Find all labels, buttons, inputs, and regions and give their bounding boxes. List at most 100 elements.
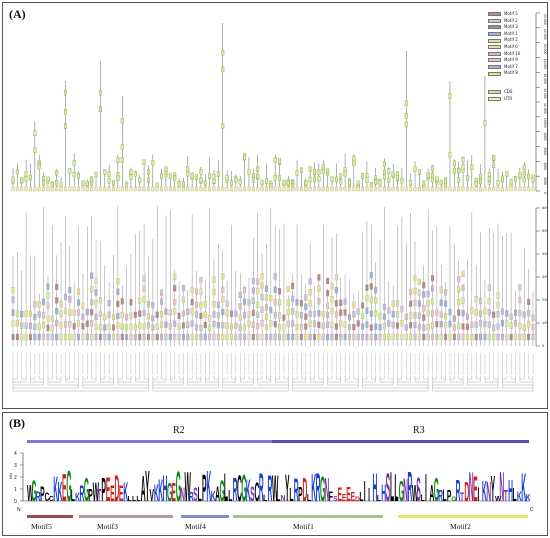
motif-box	[225, 300, 229, 307]
motif-box	[146, 322, 150, 329]
motif-box	[190, 333, 194, 341]
legend-swatch	[488, 12, 501, 17]
motif-box	[181, 333, 185, 341]
motif-box	[251, 333, 255, 341]
gene-utr	[37, 186, 41, 192]
motif-box	[291, 295, 295, 302]
motif-box	[422, 282, 426, 289]
motif-box	[168, 309, 172, 316]
motif-box	[190, 320, 194, 327]
motif-box	[216, 301, 220, 308]
logo-letter: P	[447, 487, 451, 505]
motif-box	[334, 311, 338, 318]
gene-utr	[391, 186, 395, 192]
motif-box	[72, 309, 76, 316]
gene-utr	[417, 186, 421, 192]
motif-box	[361, 323, 365, 330]
motif-box	[138, 310, 142, 317]
gene-exon	[321, 164, 325, 170]
motif-box	[164, 321, 168, 328]
axis-tick-label: 300	[542, 274, 547, 279]
gene-exon	[431, 172, 434, 178]
motif-box	[195, 311, 199, 318]
gene-utr	[133, 186, 137, 192]
motif-label-4: Motif4	[185, 522, 206, 531]
tree-branch	[82, 376, 88, 380]
motif-box	[256, 278, 260, 285]
motif-box	[518, 296, 522, 304]
motif-box	[435, 309, 439, 316]
motif-box	[417, 300, 421, 307]
motif-box	[343, 309, 347, 316]
tree-branch	[502, 376, 507, 380]
gene-exon	[479, 173, 483, 180]
gene-utr	[387, 186, 391, 192]
motif-box	[444, 322, 448, 329]
motif-box	[160, 333, 164, 341]
motif-box	[339, 299, 343, 306]
tree-branch	[275, 379, 289, 383]
gene-exon	[15, 168, 19, 175]
motif-box	[457, 299, 461, 306]
gene-exon	[273, 157, 277, 163]
motif-box	[46, 283, 50, 290]
gene-exon	[369, 182, 373, 188]
logo-letter: G	[84, 472, 89, 509]
gene-utr	[400, 186, 404, 192]
motif-box	[413, 287, 417, 295]
motif-box	[216, 312, 220, 319]
motif-box	[260, 333, 264, 341]
motif-box	[120, 298, 124, 305]
gene-exon	[492, 154, 496, 161]
motif-box	[400, 306, 404, 313]
motif-box	[531, 324, 535, 331]
motif-box	[444, 289, 448, 296]
motif-label-5: Motif5	[31, 522, 52, 531]
logo-letter: L	[132, 495, 137, 503]
gene-utr	[138, 186, 142, 192]
motif-box	[448, 320, 452, 328]
motif-box	[278, 312, 282, 319]
motif-box	[173, 273, 177, 280]
gene-exon	[343, 170, 347, 177]
logo-letter: K	[154, 479, 159, 506]
motif-box	[33, 314, 37, 321]
gene-utr	[365, 186, 369, 192]
motif-box	[365, 307, 369, 314]
gene-exon	[186, 166, 190, 172]
motif-box	[20, 310, 24, 318]
motif-box	[112, 333, 116, 341]
motif-box	[160, 289, 164, 296]
gene-exon	[11, 176, 15, 183]
motif-box	[430, 298, 434, 305]
motif-box	[251, 309, 255, 316]
logo-letter: P	[88, 485, 93, 505]
gene-exon	[483, 120, 487, 126]
gene-exon	[439, 179, 443, 186]
tree-branch	[205, 376, 210, 380]
gene-exon	[251, 173, 255, 179]
motif-box	[492, 324, 496, 331]
motif-box	[164, 308, 168, 315]
panel-b: (B) R2 R3 0 1 2 3 4 bits N C W G R P C C K K E G L K R G P W T P E…	[2, 412, 548, 536]
legend-label: Motif 1	[504, 30, 518, 36]
gene-exon	[479, 178, 483, 185]
motif-box	[400, 333, 404, 341]
tree-branch	[82, 382, 114, 386]
motif-box	[129, 299, 133, 306]
gene-exon	[260, 179, 264, 186]
gene-exon	[243, 154, 247, 161]
motif-box	[37, 333, 41, 341]
motif-box	[435, 333, 439, 341]
logo-letter: E	[62, 466, 66, 509]
motif-box	[98, 310, 102, 317]
motif-box	[457, 286, 461, 293]
motif-box	[103, 333, 107, 341]
gene-exon	[50, 182, 54, 188]
motif-box	[339, 309, 343, 316]
tree-branch	[519, 376, 525, 380]
motif-bar	[233, 515, 383, 518]
logo-letter: G	[434, 472, 439, 509]
motif-box	[487, 309, 491, 316]
